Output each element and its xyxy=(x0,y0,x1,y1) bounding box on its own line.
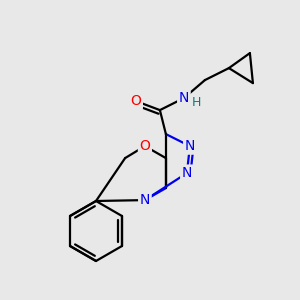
Text: H: H xyxy=(192,96,201,109)
Text: N: N xyxy=(182,166,192,180)
Text: N: N xyxy=(179,91,189,105)
Text: O: O xyxy=(140,139,150,153)
Text: O: O xyxy=(130,94,141,108)
Text: N: N xyxy=(140,193,150,207)
Text: N: N xyxy=(185,139,195,153)
